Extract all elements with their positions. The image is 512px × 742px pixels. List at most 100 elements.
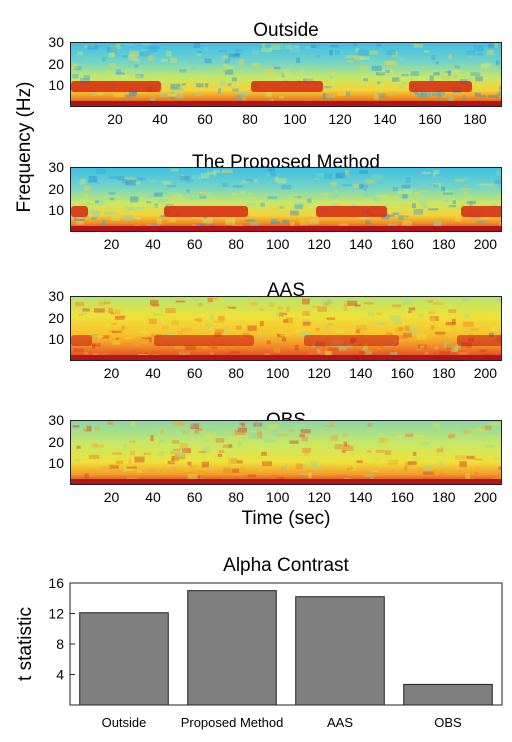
- spectrogram-speckle: [150, 435, 154, 442]
- spectrogram-speckle: [160, 317, 169, 323]
- alpha-burst: [164, 205, 248, 217]
- spectrogram-speckle: [436, 448, 444, 453]
- spectrogram-speckle: [281, 184, 292, 190]
- spectrogram-speckle: [137, 216, 142, 220]
- spectrogram-speckle: [433, 169, 440, 174]
- spectrogram-speckle: [137, 330, 148, 334]
- spectrogram-speckle: [274, 176, 278, 182]
- spectrogram-speckle: [142, 52, 148, 56]
- spectrogram-speckle: [363, 191, 371, 197]
- spectrogram-speckle: [364, 474, 375, 477]
- spectrogram-speckle: [121, 325, 125, 331]
- spectrogram-speckle: [250, 221, 260, 226]
- spectrogram-speckle: [178, 351, 190, 356]
- spectrogram-speckle: [377, 347, 381, 350]
- spectrogram-speckle: [336, 463, 345, 466]
- spectrogram-speckle: [140, 49, 149, 53]
- spectrogram-speckle: [240, 466, 246, 472]
- spectrogram-speckle: [411, 203, 416, 209]
- spectrogram-speckle: [301, 301, 306, 307]
- spectrogram-speckle: [170, 97, 175, 100]
- spectrogram-speckle: [337, 91, 346, 96]
- spectrogram-speckle: [120, 74, 130, 79]
- spectrogram-speckle: [376, 312, 382, 316]
- spectrogram-speckle: [308, 472, 312, 479]
- spectrogram-speckle: [140, 177, 146, 181]
- spectrogram-speckle: [174, 90, 183, 94]
- spectrogram-speckle: [233, 422, 241, 428]
- spectrogram-speckle: [159, 83, 163, 87]
- spectrogram-speckle: [103, 211, 115, 215]
- spectrogram-speckle: [126, 466, 137, 469]
- spectrogram-speckle: [152, 304, 160, 307]
- spectrogram-speckle: [94, 200, 99, 203]
- spectrogram-speckle: [105, 443, 109, 447]
- low-frequency-floor: [71, 479, 501, 484]
- spectrogram-speckle: [193, 325, 198, 329]
- spectrogram-speckle: [375, 426, 382, 431]
- spectrogram-speckle: [242, 180, 249, 183]
- spectrogram-speckle: [361, 61, 366, 68]
- spectrogram-speckle: [197, 51, 202, 54]
- spectrogram-speckle: [454, 346, 459, 352]
- spectrogram-speckle: [382, 308, 394, 315]
- spectrogram-speckle: [270, 221, 280, 224]
- spectrogram-speckle: [496, 195, 501, 198]
- spectrogram-speckle: [402, 81, 407, 85]
- alpha-burst: [316, 205, 387, 217]
- spectrogram-speckle: [408, 307, 416, 311]
- spectrogram-speckle: [372, 174, 384, 180]
- spectrogram-speckle: [431, 91, 441, 96]
- spectrogram-speckle: [281, 72, 285, 78]
- spectrogram-speckle: [369, 189, 375, 196]
- spectrogram-speckle: [230, 459, 236, 464]
- y-tick-label: 20: [48, 309, 64, 326]
- spectrogram-speckle: [92, 211, 100, 218]
- spectrogram-speckle: [317, 306, 327, 312]
- spectrogram-speckle: [113, 93, 125, 98]
- spectrogram-speckle: [260, 202, 265, 207]
- y-axis-label: t statistic: [15, 607, 36, 681]
- spectrogram-speckle: [494, 179, 501, 185]
- spectrogram-speckle: [407, 461, 416, 465]
- y-tick-label: 20: [48, 433, 64, 450]
- spectrogram-speckle: [367, 312, 374, 317]
- spectrogram-speckle: [439, 473, 445, 480]
- spectrogram-speckle: [454, 65, 460, 69]
- spectrogram-speckle: [420, 91, 431, 97]
- spectrogram-speckle: [74, 317, 79, 323]
- spectrogram-speckle: [209, 329, 215, 334]
- spectrogram-speckle: [316, 349, 321, 354]
- spectrogram-speckle: [112, 452, 122, 455]
- spectrogram-speckle: [223, 63, 228, 70]
- spectrogram-speckle: [144, 352, 149, 356]
- spectrogram-speckle: [475, 76, 483, 82]
- spectrogram-speckle: [246, 202, 256, 206]
- spectrogram-speckle: [142, 43, 151, 46]
- spectrogram-speckle: [87, 45, 98, 50]
- spectrogram-speckle: [125, 94, 136, 98]
- spectrogram-speckle: [162, 470, 167, 473]
- spectrogram-speckle: [406, 203, 412, 208]
- spectrogram-speckle: [221, 476, 230, 480]
- spectrogram-speckle: [237, 346, 241, 351]
- spectrogram-speckle: [197, 53, 202, 57]
- spectrogram-speckle: [146, 201, 152, 204]
- low-frequency-floor: [71, 226, 501, 231]
- spectrogram-speckle: [77, 216, 84, 219]
- spectrogram-speckle: [156, 218, 162, 225]
- spectrogram-speckle: [203, 216, 208, 219]
- y-tick-label: 10: [48, 331, 64, 348]
- x-tick-label: 160: [418, 111, 442, 127]
- spectrogram-speckle: [81, 312, 87, 315]
- spectrogram-speckle: [404, 465, 408, 471]
- spectrogram-speckle: [237, 427, 247, 433]
- spectrogram-speckle: [128, 54, 138, 61]
- spectrogram-speckle: [357, 332, 365, 335]
- spectrogram-speckle: [324, 324, 329, 330]
- spectrogram-speckle: [227, 436, 234, 440]
- spectrogram-speckle: [421, 171, 431, 175]
- spectrogram-speckle: [180, 190, 190, 195]
- spectrogram-speckle: [267, 424, 277, 430]
